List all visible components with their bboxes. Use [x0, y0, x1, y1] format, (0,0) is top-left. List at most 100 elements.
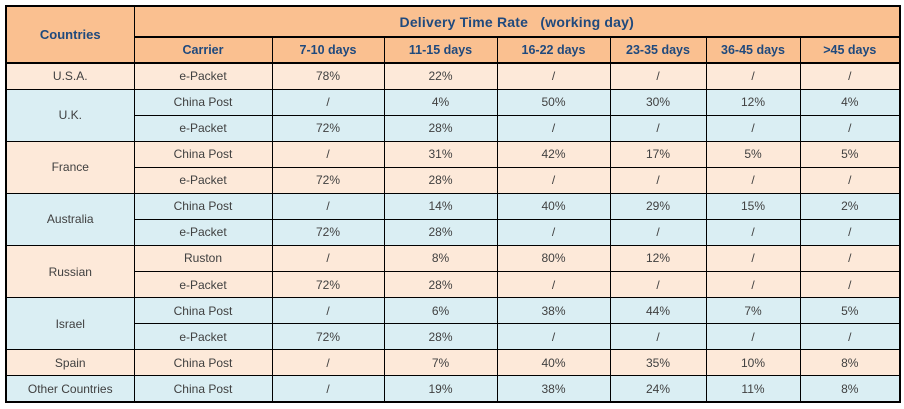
column-header-16-22-days: 16-22 days: [496, 36, 611, 64]
rate-cell: 72%: [271, 270, 385, 299]
rate-cell: /: [496, 114, 611, 142]
rate-cell: /: [271, 297, 385, 325]
table-row: Australia China Post/14% 40% 29% 15% 2%: [5, 192, 901, 246]
rate-cell: /: [705, 270, 801, 299]
rate-cell: 38%: [496, 375, 611, 403]
carrier-cell: e-Packet: [133, 323, 273, 351]
column-header-11-15-days: 11-15 days: [383, 36, 498, 64]
rate-cell: 8%: [383, 244, 498, 273]
rate-cell: /: [496, 323, 611, 351]
carrier-cell: China Post: [133, 192, 273, 220]
carrier-cell: e-Packet: [133, 218, 273, 246]
countries-header: Countries: [5, 5, 135, 64]
rate-cell: /: [271, 375, 385, 403]
table-row: e-Packet 72% 28% / / / /: [6, 218, 901, 246]
table-row: Israel China Post/6% 38% 44% 7% 5%: [5, 297, 901, 351]
rate-cell: /: [271, 349, 385, 377]
carrier-cell: e-Packet: [133, 166, 273, 194]
column-header-36-45-days: 36-45 days: [705, 36, 801, 64]
country-cell: Spain: [5, 349, 135, 377]
rate-cell: 5%: [705, 140, 801, 168]
rate-cell: /: [609, 270, 707, 299]
carrier-cell: e-Packet: [133, 62, 273, 90]
table-body: U.S.A. e-Packet 78% 22% / / / / U.K. China Post/4…: [5, 62, 901, 403]
carrier-cell: China Post: [133, 375, 273, 403]
rate-cell: /: [609, 166, 707, 194]
rate-cell: 78%: [271, 62, 385, 90]
rate-cell: /: [496, 166, 611, 194]
rate-cell: 8%: [799, 349, 901, 377]
table-row: U.K. China Post/4% 50% 30% 12% 4%: [5, 88, 901, 142]
rate-cell: 19%: [383, 375, 498, 403]
table-row: France China Post/31% 42% 17% 5% 5%: [5, 140, 901, 194]
rate-cell: 31%: [383, 140, 498, 168]
rate-cell: 44%: [609, 297, 707, 325]
header-row-title: Countries Delivery Time Rate (working da…: [5, 5, 901, 64]
carrier-cell: China Post: [133, 88, 273, 116]
country-cell: U.S.A.: [5, 62, 135, 90]
rate-cell: /: [799, 270, 901, 299]
table-row: e-Packet 72% 28% / / / /: [6, 270, 901, 299]
rate-cell: /: [496, 218, 611, 246]
rate-cell: /: [705, 218, 801, 246]
rate-cell: 4%: [383, 88, 498, 116]
delivery-time-rate-table: Countries Delivery Time Rate (working da…: [5, 5, 902, 403]
rate-cell: /: [799, 114, 901, 142]
rate-cell: 29%: [609, 192, 707, 220]
rate-cell: /: [799, 244, 901, 273]
carrier-cell: China Post: [133, 349, 273, 377]
carrier-cell: e-Packet: [133, 114, 273, 142]
rate-cell: 40%: [496, 349, 611, 377]
table-row: Russian Ruston/8% 80% 12% / /: [5, 244, 901, 299]
column-header-carrier: Carrier: [133, 36, 273, 64]
rate-cell: 8%: [799, 375, 901, 403]
table-row: e-Packet 72% 28% / / / /: [6, 166, 901, 194]
rate-cell: /: [705, 244, 801, 273]
rate-cell: /: [496, 62, 611, 90]
rate-cell: 12%: [609, 244, 707, 273]
rate-cell: 4%: [799, 88, 901, 116]
rate-cell: 72%: [271, 166, 385, 194]
rate-cell: 50%: [496, 88, 611, 116]
country-cell: U.K.: [5, 88, 135, 142]
rate-cell: /: [609, 323, 707, 351]
carrier-cell: China Post: [133, 297, 273, 325]
rate-cell: 6%: [383, 297, 498, 325]
rate-cell: 7%: [383, 349, 498, 377]
column-header-23-35-days: 23-35 days: [609, 36, 707, 64]
rate-cell: 28%: [383, 166, 498, 194]
rate-cell: /: [799, 218, 901, 246]
country-cell: Russian: [5, 244, 135, 299]
carrier-cell: e-Packet: [133, 270, 273, 299]
carrier-cell: China Post: [133, 140, 273, 168]
country-cell: Israel: [5, 297, 135, 351]
rate-cell: 24%: [609, 375, 707, 403]
rate-cell: 35%: [609, 349, 707, 377]
rate-cell: 28%: [383, 270, 498, 299]
rate-cell: 15%: [705, 192, 801, 220]
column-header-over-45-days: >45 days: [799, 36, 901, 64]
rate-cell: 72%: [271, 323, 385, 351]
table-row: Other Countries China Post/19% 38% 24% 11% 8%: [5, 375, 901, 403]
rate-cell: /: [271, 140, 385, 168]
rate-cell: /: [496, 270, 611, 299]
rate-cell: 72%: [271, 218, 385, 246]
country-cell: France: [5, 140, 135, 194]
rate-cell: 72%: [271, 114, 385, 142]
header-row-columns: Carrier 7-10 days 11-15 days 16-22 days …: [6, 36, 901, 64]
rate-cell: 22%: [383, 62, 498, 90]
rate-cell: 28%: [383, 323, 498, 351]
rate-cell: 80%: [496, 244, 611, 273]
rate-cell: 7%: [705, 297, 801, 325]
rate-cell: /: [609, 62, 707, 90]
rate-cell: 11%: [705, 375, 801, 403]
rate-cell: 30%: [609, 88, 707, 116]
rate-cell: /: [271, 88, 385, 116]
rate-cell: 5%: [799, 140, 901, 168]
rate-cell: 10%: [705, 349, 801, 377]
table-row: e-Packet 72% 28% / / / /: [6, 114, 901, 142]
rate-cell: 14%: [383, 192, 498, 220]
column-header-7-10-days: 7-10 days: [271, 36, 385, 64]
rate-cell: /: [799, 62, 901, 90]
rate-cell: /: [705, 62, 801, 90]
